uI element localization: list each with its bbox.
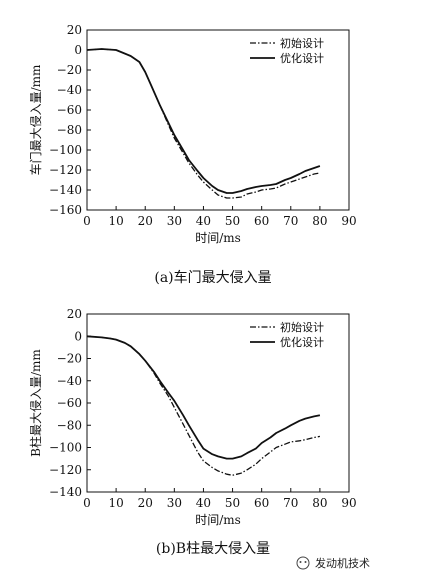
figure-caption: (a)车门最大侵入量	[154, 269, 271, 286]
y-tick-label: −60	[57, 103, 82, 117]
x-tick-label: 90	[341, 214, 356, 228]
figure-caption: (b)B柱最大侵入量	[156, 540, 270, 557]
y-tick-label: 20	[67, 307, 82, 321]
y-tick-label: −40	[57, 83, 82, 97]
y-tick-label: −120	[49, 163, 82, 177]
y-tick-label: −140	[49, 485, 82, 499]
y-tick-label: −40	[57, 374, 82, 388]
x-tick-label: 40	[196, 496, 211, 510]
y-tick-label: 20	[67, 23, 82, 37]
x-tick-label: 60	[254, 214, 269, 228]
x-tick-label: 20	[138, 214, 153, 228]
x-tick-label: 50	[225, 214, 240, 228]
y-axis-label: B柱最大侵入量/mm	[28, 349, 43, 457]
x-tick-label: 70	[283, 496, 298, 510]
wechat-icon	[296, 556, 310, 570]
y-axis-label: 车门最大侵入量/mm	[28, 64, 43, 175]
legend-entry: 优化设计	[280, 51, 324, 65]
legend-entry: 初始设计	[280, 320, 324, 334]
x-tick-label: 0	[83, 214, 91, 228]
legend-entry: 优化设计	[280, 335, 324, 349]
x-tick-label: 80	[312, 214, 327, 228]
x-tick-label: 30	[167, 496, 182, 510]
y-tick-label: −60	[57, 396, 82, 410]
chart-1: 0 10 20 30 40 50 60 70 80 90 20 0 −20 −40 −60 −80 −100 −1…	[28, 307, 357, 557]
x-tick-label: 70	[283, 214, 298, 228]
x-tick-label: 10	[108, 496, 123, 510]
y-tick-label: −100	[49, 143, 82, 157]
plot-frame	[86, 29, 350, 211]
series-line-optimized	[86, 335, 321, 460]
legend-entry: 初始设计	[280, 36, 324, 50]
x-tick-label: 30	[167, 214, 182, 228]
watermark: 发动机技术	[296, 556, 370, 570]
y-tick-label: −100	[49, 441, 82, 455]
watermark-text: 发动机技术	[315, 556, 370, 570]
series-line-initial	[86, 335, 321, 476]
x-axis-label: 时间/ms	[195, 231, 241, 245]
x-tick-label: 60	[254, 496, 269, 510]
y-tick-label: −120	[49, 463, 82, 477]
chart-0: 0 10 20 30 40 50 60 70 80 90 20 0 −20 −40 −60 −80 −100 −1…	[28, 23, 357, 286]
x-tick-label: 80	[312, 496, 327, 510]
y-tick-label: −140	[49, 183, 82, 197]
y-tick-label: −160	[49, 203, 82, 217]
wechat-icon-eye	[304, 561, 307, 563]
y-tick-label: −20	[57, 63, 82, 77]
x-axis-label: 时间/ms	[195, 513, 241, 527]
x-tick-label: 90	[341, 496, 356, 510]
y-tick-label: −80	[57, 123, 82, 137]
x-tick-label: 0	[83, 496, 91, 510]
x-tick-label: 20	[138, 496, 153, 510]
x-tick-label: 50	[225, 496, 240, 510]
x-tick-label: 40	[196, 214, 211, 228]
y-tick-label: −80	[57, 418, 82, 432]
wechat-icon-eye	[299, 561, 302, 563]
y-tick-label: 0	[74, 43, 82, 57]
y-tick-label: −20	[57, 352, 82, 366]
series-line-optimized	[86, 48, 321, 194]
x-tick-label: 10	[108, 214, 123, 228]
y-tick-label: 0	[74, 329, 82, 343]
series-line-initial	[86, 48, 321, 199]
